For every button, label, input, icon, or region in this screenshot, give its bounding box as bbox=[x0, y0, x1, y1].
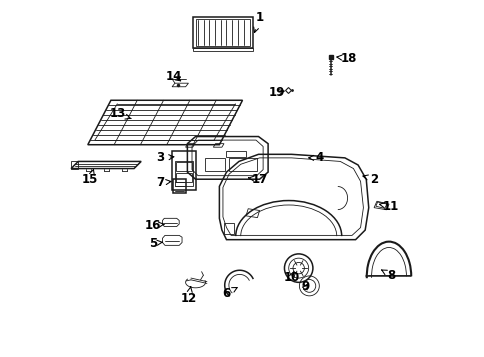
Text: 4: 4 bbox=[308, 151, 323, 164]
Text: 9: 9 bbox=[301, 281, 309, 293]
Text: 15: 15 bbox=[82, 170, 98, 186]
Text: 8: 8 bbox=[381, 269, 394, 282]
Text: 16: 16 bbox=[144, 219, 164, 232]
Text: 19: 19 bbox=[269, 86, 285, 99]
Text: 3: 3 bbox=[156, 151, 173, 164]
Text: 2: 2 bbox=[362, 173, 378, 186]
Text: 5: 5 bbox=[149, 237, 162, 250]
Text: 10: 10 bbox=[283, 271, 299, 284]
Text: 12: 12 bbox=[180, 287, 196, 305]
Text: 18: 18 bbox=[336, 52, 356, 65]
Text: 7: 7 bbox=[156, 176, 170, 189]
Text: 1: 1 bbox=[253, 11, 263, 32]
Text: 13: 13 bbox=[109, 107, 131, 120]
Text: 11: 11 bbox=[378, 200, 398, 213]
Text: 6: 6 bbox=[222, 287, 237, 300]
Text: 14: 14 bbox=[166, 70, 182, 82]
Text: 17: 17 bbox=[248, 173, 267, 186]
